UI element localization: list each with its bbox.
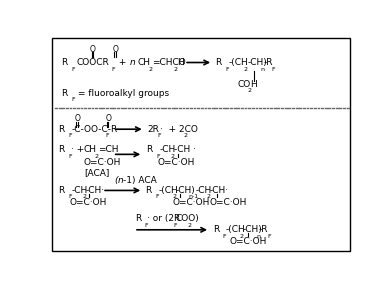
Text: CH: CH [84, 145, 97, 154]
Text: F: F [105, 133, 109, 138]
Text: 2: 2 [206, 195, 211, 199]
Text: -(CH: -(CH [229, 58, 248, 67]
Text: O=C·OH: O=C·OH [83, 158, 120, 166]
Text: O=C·OH: O=C·OH [70, 198, 107, 207]
Text: -CH: -CH [71, 186, 87, 195]
Text: F: F [72, 66, 75, 72]
Text: 2: 2 [244, 66, 248, 72]
Text: n: n [261, 66, 265, 72]
Text: R: R [61, 89, 67, 98]
Text: n: n [117, 176, 123, 185]
Text: O=C·OH: O=C·OH [209, 198, 247, 207]
Text: R: R [58, 125, 64, 134]
Text: 2: 2 [148, 66, 152, 72]
Text: F: F [156, 154, 160, 159]
Text: 2: 2 [183, 133, 187, 138]
Text: -1) ACA: -1) ACA [123, 176, 156, 185]
Text: R: R [58, 145, 64, 154]
Text: F: F [173, 223, 176, 228]
Text: · or (2R: · or (2R [147, 214, 180, 223]
Text: F: F [72, 97, 75, 102]
Text: -CH: -CH [159, 145, 176, 154]
Text: CO: CO [237, 80, 250, 89]
Text: 2: 2 [188, 223, 192, 228]
Text: F: F [111, 66, 115, 72]
Text: F: F [158, 133, 162, 138]
Text: n: n [256, 234, 260, 239]
Text: R: R [136, 214, 142, 223]
Text: O=C·OH: O=C·OH [158, 158, 195, 166]
Text: F: F [145, 223, 148, 228]
Text: -CH ·: -CH · [174, 145, 196, 154]
Text: 2: 2 [174, 66, 178, 72]
Text: 2: 2 [172, 195, 176, 199]
Text: F: F [267, 234, 271, 239]
Text: COOCR: COOCR [76, 58, 109, 67]
Text: -R: -R [259, 225, 268, 234]
Text: -CH): -CH) [247, 58, 267, 67]
Text: R: R [213, 225, 219, 234]
Text: R: R [145, 186, 152, 195]
Text: R: R [58, 186, 64, 195]
Text: -R: -R [263, 58, 273, 67]
Text: H: H [250, 80, 257, 89]
Text: 2: 2 [82, 195, 86, 199]
Text: 2: 2 [94, 154, 98, 159]
Text: O: O [90, 45, 96, 54]
Text: 2: 2 [171, 154, 174, 159]
Text: F: F [272, 66, 275, 72]
Text: F: F [68, 133, 72, 138]
Text: R: R [61, 58, 67, 67]
Text: -CH: -CH [196, 186, 212, 195]
Text: -C-OO-C-R: -C-OO-C-R [71, 125, 118, 134]
Text: O: O [113, 45, 119, 54]
Text: F: F [68, 154, 72, 159]
Text: O: O [105, 114, 111, 123]
Text: F: F [68, 195, 72, 199]
Text: =CH: =CH [98, 145, 118, 154]
Text: -CH): -CH) [243, 225, 262, 234]
Text: COO): COO) [175, 214, 199, 223]
Text: 2R: 2R [148, 125, 160, 134]
Text: R: R [216, 58, 222, 67]
Text: F: F [223, 234, 227, 239]
Text: F: F [155, 195, 159, 199]
Text: [ACA]: [ACA] [84, 168, 109, 178]
Text: R: R [146, 145, 152, 154]
Text: O=C·OH: O=C·OH [172, 198, 209, 207]
Text: 2: 2 [240, 234, 243, 239]
Text: · +: · + [71, 145, 84, 154]
Text: (: ( [114, 176, 118, 185]
Text: CH: CH [137, 58, 150, 67]
Text: O: O [75, 114, 81, 123]
Text: F: F [225, 66, 229, 72]
Text: H: H [177, 58, 184, 67]
Text: -(CH: -(CH [158, 186, 178, 195]
Text: =CHCO: =CHCO [152, 58, 186, 67]
Text: -CH·: -CH· [85, 186, 105, 195]
Text: = fluoroalkyl groups: = fluoroalkyl groups [75, 89, 170, 98]
Text: O=C·OH: O=C·OH [229, 237, 267, 246]
Text: n: n [129, 58, 135, 67]
Text: -(CH: -(CH [226, 225, 245, 234]
Text: -CH·: -CH· [209, 186, 229, 195]
Text: ·  + 2CO: · + 2CO [160, 125, 198, 134]
Text: +: + [116, 58, 126, 67]
Text: n-1: n-1 [189, 195, 199, 199]
Text: 2: 2 [248, 88, 252, 93]
Text: -CH): -CH) [175, 186, 195, 195]
